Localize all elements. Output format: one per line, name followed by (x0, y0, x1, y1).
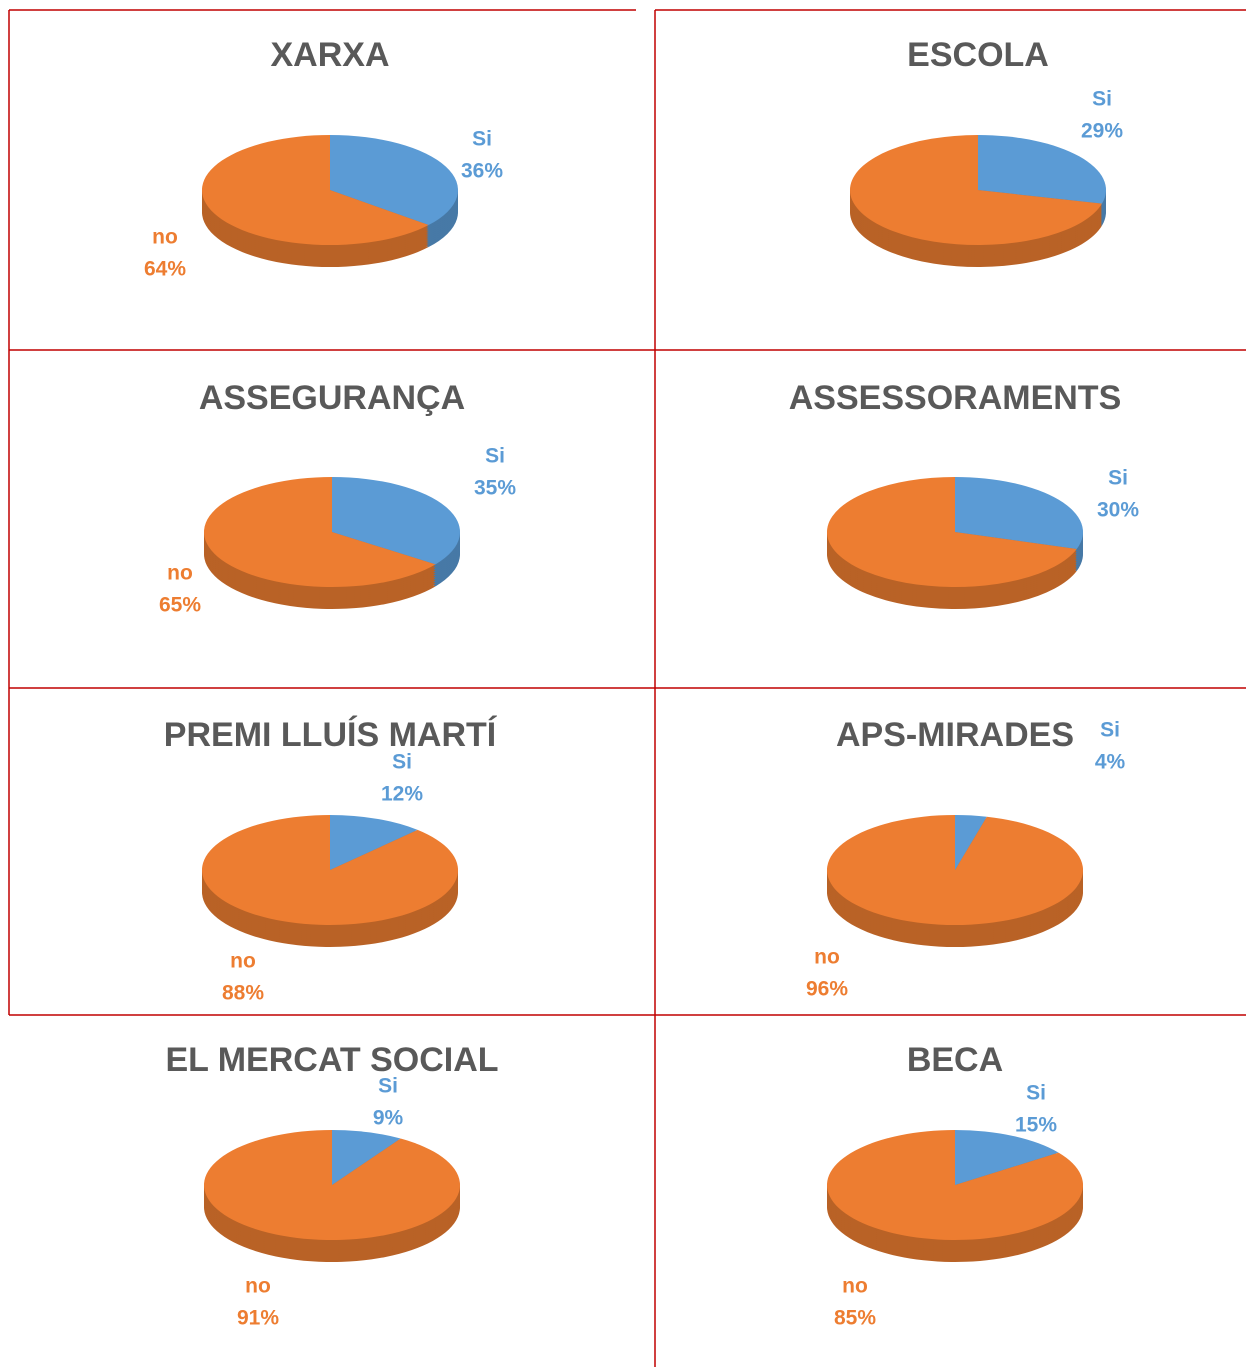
chart-title: ESCOLA (907, 36, 1049, 74)
chart-title: BECA (907, 1041, 1003, 1079)
slice-category-label: Si (1092, 88, 1112, 111)
slice-value-label: 15% (1015, 1114, 1057, 1137)
slice-category-label: no (842, 1275, 868, 1298)
chart-title: EL MERCAT SOCIAL (165, 1041, 498, 1079)
pie-slice (332, 477, 461, 565)
slice-category-label: Si (378, 1075, 398, 1098)
slice-value-label: 9% (373, 1107, 404, 1130)
slice-value-label: 30% (1097, 499, 1139, 522)
chart-title: PREMI LLUÍS MARTÍ (164, 716, 498, 754)
slice-value-label: 12% (381, 783, 423, 806)
slice-value-label: 65% (159, 594, 201, 617)
slice-category-label: Si (392, 751, 412, 774)
slice-value-label: 29% (1081, 120, 1123, 143)
slice-category-label: Si (1026, 1082, 1046, 1105)
pie-slice (826, 815, 1083, 925)
pie-slice (978, 135, 1106, 204)
pie-slice (955, 477, 1083, 549)
pie-slice (332, 1130, 401, 1185)
slice-value-label: 36% (461, 160, 503, 183)
pie-slice (955, 1130, 1059, 1185)
pie-slice (849, 135, 1102, 245)
slice-category-label: Si (1100, 719, 1120, 742)
pie-slice (202, 135, 429, 245)
slice-category-label: no (814, 946, 840, 969)
slice-category-label: no (152, 226, 178, 249)
slice-category-label: no (230, 950, 256, 973)
pie-slice (330, 815, 418, 870)
slice-value-label: 64% (144, 258, 186, 281)
chart-title: ASSEGURANÇA (199, 379, 465, 417)
grid-borders (8, 9, 1246, 1367)
slice-category-label: Si (472, 128, 492, 151)
slice-value-label: 96% (806, 978, 848, 1001)
slice-value-label: 91% (237, 1307, 279, 1330)
pie-slice (204, 477, 436, 587)
slice-value-label: 85% (834, 1307, 876, 1330)
chart-title: ASSESSORAMENTS (789, 379, 1122, 417)
slice-value-label: 35% (474, 477, 516, 500)
slice-category-label: no (245, 1275, 271, 1298)
slice-value-label: 4% (1095, 751, 1126, 774)
pie-slice (955, 815, 987, 870)
slice-category-label: Si (1108, 467, 1128, 490)
pie-slice (827, 1130, 1083, 1240)
pie-slice (204, 1130, 461, 1240)
pie-slice (201, 814, 458, 925)
pie-slice (330, 135, 459, 226)
pie-slice (827, 477, 1077, 587)
chart-title: APS-MIRADES (836, 716, 1074, 754)
slice-category-label: no (167, 562, 193, 585)
slice-category-label: Si (485, 445, 505, 468)
slice-value-label: 88% (222, 982, 264, 1005)
chart-title: XARXA (270, 36, 389, 74)
